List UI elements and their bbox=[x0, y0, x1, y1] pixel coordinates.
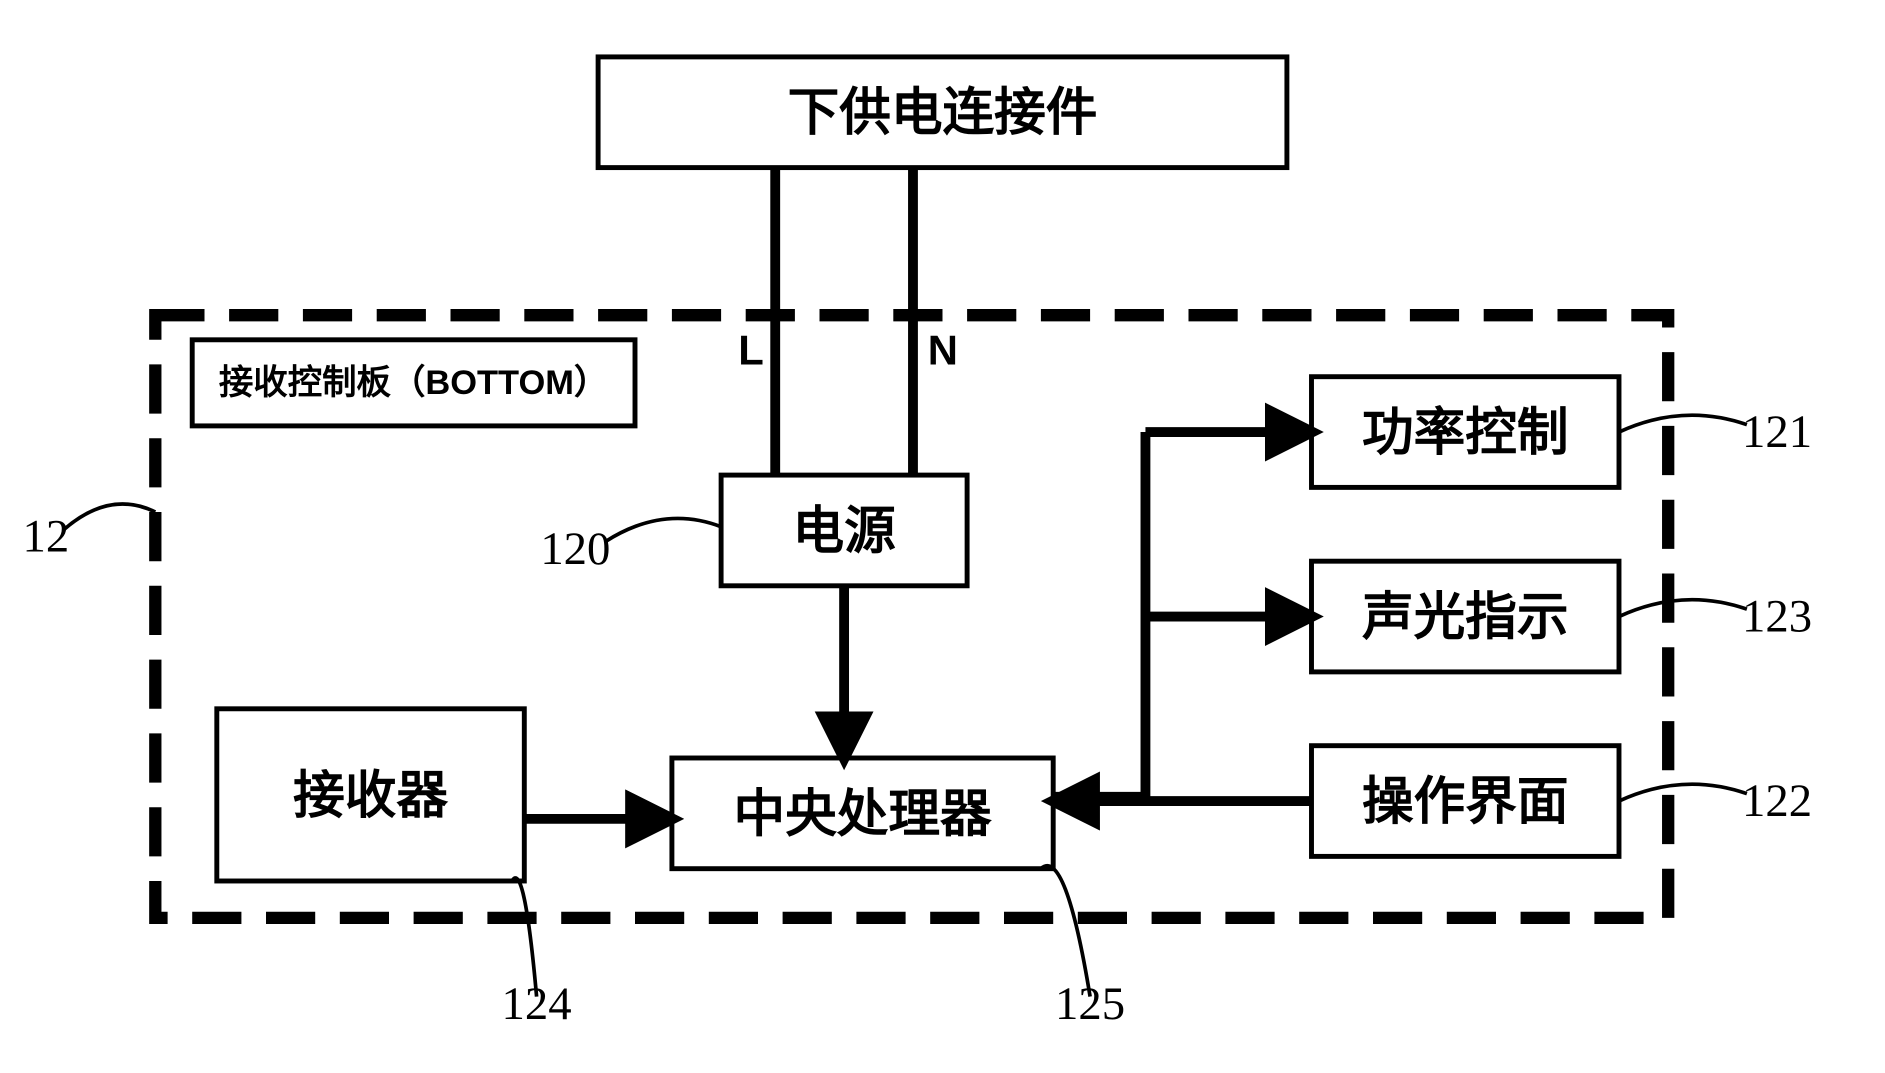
ref-120: 120 bbox=[540, 518, 721, 574]
svg-text:12: 12 bbox=[22, 511, 69, 563]
node-power-supply: 电源 bbox=[721, 475, 967, 586]
arrow-cpu-branch-trunk bbox=[1053, 432, 1145, 797]
svg-text:操作界面: 操作界面 bbox=[1362, 772, 1569, 830]
svg-text:声光指示: 声光指示 bbox=[1362, 588, 1569, 646]
svg-text:123: 123 bbox=[1742, 591, 1812, 643]
svg-text:122: 122 bbox=[1742, 775, 1812, 827]
ref-124: 124 bbox=[502, 878, 572, 1030]
ref-121: 121 bbox=[1619, 406, 1812, 458]
block-diagram: 下供电连接件 接收控制板（BOTTOM） 电源 中央处理器 接收器 功率控制 声… bbox=[20, 20, 1865, 1053]
ref-12: 12 bbox=[22, 504, 155, 563]
svg-text:120: 120 bbox=[540, 523, 610, 575]
node-board-label: 接收控制板（BOTTOM） bbox=[192, 340, 635, 426]
ref-122: 122 bbox=[1619, 775, 1812, 827]
ref-125: 125 bbox=[1041, 866, 1125, 1030]
svg-text:121: 121 bbox=[1742, 406, 1812, 458]
label-N: N bbox=[928, 326, 958, 373]
node-receiver: 接收器 bbox=[217, 709, 524, 881]
svg-text:接收控制板（BOTTOM）: 接收控制板（BOTTOM） bbox=[219, 363, 608, 402]
node-lower-power-connector: 下供电连接件 bbox=[598, 57, 1287, 168]
ref-123: 123 bbox=[1619, 591, 1812, 643]
node-audio-visual-indicator: 声光指示 bbox=[1311, 561, 1618, 672]
label-L: L bbox=[738, 326, 764, 373]
svg-text:接收器: 接收器 bbox=[293, 766, 448, 824]
node-operation-interface: 操作界面 bbox=[1311, 746, 1618, 857]
svg-text:电源: 电源 bbox=[792, 501, 896, 559]
node-cpu: 中央处理器 bbox=[672, 758, 1053, 869]
svg-text:下供电连接件: 下供电连接件 bbox=[788, 83, 1098, 141]
svg-text:125: 125 bbox=[1055, 978, 1125, 1030]
svg-text:124: 124 bbox=[502, 978, 572, 1030]
svg-text:功率控制: 功率控制 bbox=[1362, 403, 1569, 461]
node-power-control: 功率控制 bbox=[1311, 377, 1618, 488]
svg-text:中央处理器: 中央处理器 bbox=[733, 784, 992, 842]
